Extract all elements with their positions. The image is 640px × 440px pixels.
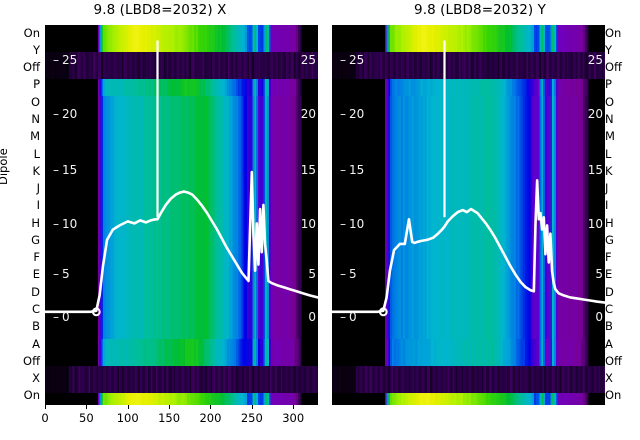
band-on-y-bright-y	[332, 25, 605, 52]
category-label-right-off: Off	[605, 60, 622, 75]
band-transition-upper-x	[45, 79, 318, 96]
category-label-left-l: L	[33, 146, 40, 161]
panel-y-title: 9.8 (LBD8=2032) Y	[414, 2, 546, 18]
category-label-left-n: N	[31, 112, 40, 126]
x-tick-mark	[293, 405, 295, 409]
category-label-left-h: H	[31, 215, 40, 230]
x-tick-mark	[127, 405, 129, 409]
category-label-left-e: E	[32, 267, 40, 282]
band-transition-lower-y	[332, 339, 605, 366]
axis-label-dipole: Dipole	[0, 148, 10, 185]
category-label-right-l: L	[605, 146, 612, 161]
x-tick-mark	[45, 405, 46, 409]
overlay-curve-path	[332, 178, 605, 314]
panel-x-title: 9.8 (LBD8=2032) X	[93, 2, 227, 18]
x-tick-mark	[251, 405, 253, 409]
category-label-right-y: Y	[605, 42, 613, 57]
overlay-curve-path	[45, 170, 318, 314]
panel-x: 9.8 (LBD8=2032) X –25–20–15–10–5–0 25 20 1…	[41, 2, 318, 439]
category-label-left-m: M	[30, 129, 40, 144]
category-label-right-f: F	[605, 250, 612, 265]
category-label-left-c: C	[31, 302, 40, 316]
band-off-dark-lower-x	[45, 366, 318, 393]
category-label-right-c: C	[605, 302, 614, 316]
x-tick-label: 150	[158, 411, 181, 425]
category-label-left-off: Off	[23, 353, 40, 368]
x-tick-label: 300	[282, 411, 305, 425]
band-main-y	[332, 96, 605, 339]
category-label-right-on: On	[605, 25, 622, 40]
band-off-dark-upper-y	[332, 52, 605, 79]
x-tick-mark	[86, 405, 88, 409]
category-label-left-i: I	[36, 198, 40, 213]
category-label-left-p: P	[33, 77, 40, 92]
band-off-dark-lower-y	[332, 366, 605, 393]
band-on-y-bright-x	[45, 25, 318, 52]
category-label-right-n: N	[605, 112, 614, 126]
heatmap-x[interactable]: –25–20–15–10–5–0 25 20 15 10 5 0	[45, 25, 318, 405]
category-label-left-f: F	[33, 250, 40, 265]
category-label-right-o: O	[605, 94, 615, 109]
category-label-right-m: M	[605, 129, 615, 144]
x-tick-label: 50	[79, 411, 94, 425]
category-label-left-k: K	[32, 163, 40, 178]
band-transition-upper-y	[332, 79, 605, 96]
category-label-right-h: H	[605, 215, 614, 230]
category-label-left-a: A	[32, 336, 40, 351]
category-label-left-o: O	[30, 94, 40, 109]
category-label-right-e: E	[605, 267, 613, 282]
category-axis-right: On Y Off P O N M L K J I H G F E D C B A Off X On	[601, 25, 640, 405]
heatmap-y[interactable]: –25–20–15–10–5–0 25 20 15 10 5 0	[332, 25, 605, 405]
category-label-left-g: G	[31, 232, 40, 247]
category-label-right-g: G	[605, 232, 614, 247]
category-label-left-j: J	[36, 181, 40, 196]
category-label-right-a: A	[605, 336, 613, 351]
category-label-right-j: J	[605, 181, 609, 196]
category-label-left-d: D	[31, 284, 40, 299]
band-x-on-bright-x	[45, 393, 318, 405]
x-tick-mark	[210, 405, 212, 409]
x-tick-label: 100	[116, 411, 139, 425]
band-transition-lower-x	[45, 339, 318, 366]
category-label-right-d: D	[605, 284, 614, 299]
category-label-left-y: Y	[32, 42, 40, 57]
band-off-dark-upper-x	[45, 52, 318, 79]
overlay-curve-x	[45, 40, 318, 317]
category-label-right-x: X	[605, 371, 613, 386]
category-axis-left: On Y Off P O N M L K J I H G F E D C B A Off X On	[2, 25, 42, 405]
category-label-left-x: X	[32, 371, 40, 386]
x-axis-x: 0 50 100 150 200 250 300	[41, 405, 318, 439]
x-tick-label: 200	[199, 411, 222, 425]
category-label-right-b: B	[605, 319, 613, 334]
panel-y: 9.8 (LBD8=2032) Y –25–20–15–10–5–0 25 20 1…	[320, 0, 640, 440]
band-main-x	[45, 96, 318, 339]
overlay-curve-marker	[91, 307, 101, 317]
x-tick-label: 0	[41, 411, 49, 425]
category-label-left-on: On	[23, 25, 40, 40]
category-label-left-b: B	[32, 319, 40, 334]
overlay-curve-y	[332, 40, 605, 317]
category-label-right-p: P	[605, 77, 612, 92]
category-label-left-off: Off	[23, 60, 40, 75]
category-label-right-on: On	[605, 388, 622, 403]
x-tick-mark	[169, 405, 171, 409]
category-label-right-off: Off	[605, 353, 622, 368]
category-label-left-on: On	[23, 388, 40, 403]
category-label-right-k: K	[605, 163, 613, 178]
overlay-curve-marker	[378, 307, 388, 317]
band-x-on-bright-y	[332, 393, 605, 405]
x-tick-label: 250	[240, 411, 263, 425]
category-label-right-i: I	[605, 198, 609, 213]
